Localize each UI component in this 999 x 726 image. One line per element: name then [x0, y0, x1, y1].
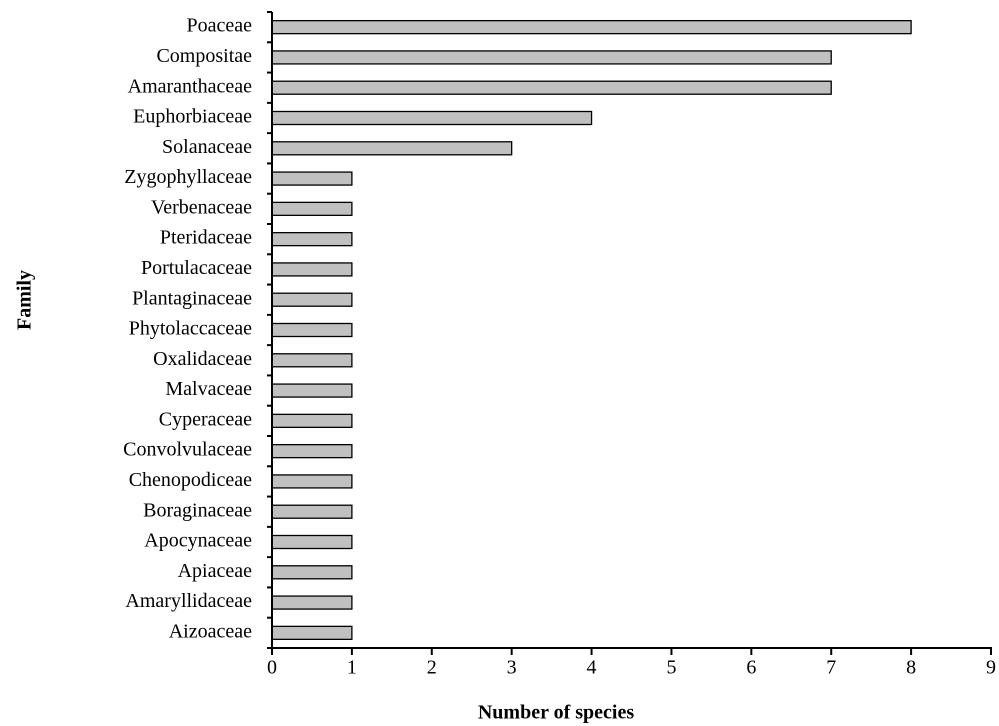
y-tick-label: Oxalidaceae: [153, 348, 252, 370]
y-tick-label: Chenopodiceae: [129, 469, 252, 491]
y-tick-label: Apocynaceae: [144, 530, 252, 552]
x-axis-title: Number of species: [478, 702, 634, 724]
y-tick-label: Poaceae: [186, 15, 252, 37]
bar: [271, 80, 832, 95]
bar: [271, 565, 353, 580]
x-tick-label: 4: [587, 657, 597, 679]
y-tick-label: Boraginaceae: [143, 499, 252, 521]
bar: [271, 110, 593, 126]
bar: [271, 201, 353, 217]
y-tick-label: Solanaceae: [162, 136, 252, 158]
bar: [271, 413, 353, 429]
bar: [271, 19, 912, 35]
x-tick-label: 5: [666, 657, 676, 679]
y-tick-label: Convolvulaceae: [123, 439, 252, 461]
x-tick-label: 0: [267, 657, 277, 679]
y-tick-label: Portulacaceae: [141, 257, 252, 279]
bar: [271, 504, 353, 519]
y-tick-label: Compositae: [156, 45, 252, 67]
x-tick-label: 9: [986, 657, 996, 679]
y-tick-label: Amaryllidaceae: [125, 590, 252, 612]
y-tick-label: Cyperaceae: [159, 408, 252, 430]
bar: [271, 595, 353, 610]
y-tick-label: Phytolaccaceae: [129, 318, 252, 340]
y-tick-label: Amaranthaceae: [128, 75, 252, 97]
bar: [271, 262, 353, 277]
y-tick-label: Plantaginaceae: [132, 287, 252, 309]
y-tick-label: Apiaceae: [178, 560, 253, 582]
y-tick-label: Zygophyllaceae: [124, 166, 252, 188]
y-tick-label: Euphorbiaceae: [133, 106, 252, 128]
bar: [271, 625, 353, 641]
bar: [271, 171, 353, 186]
x-tick-label: 2: [427, 657, 437, 679]
y-tick-label: Aizoaceae: [169, 620, 252, 642]
bar: [271, 474, 353, 489]
y-tick-label: Pteridaceae: [160, 227, 252, 249]
x-tick-label: 3: [507, 657, 517, 679]
bar: [271, 50, 832, 65]
y-axis-title: Family: [14, 270, 36, 330]
bar: [271, 353, 353, 368]
bar: [271, 231, 353, 247]
y-tick-label: Verbenaceae: [151, 196, 252, 218]
x-tick-label: 1: [347, 657, 357, 679]
bar: [271, 383, 353, 398]
x-tick-label: 7: [826, 657, 836, 679]
bar: [271, 141, 513, 156]
x-tick-label: 6: [746, 657, 756, 679]
x-tick-label: 8: [906, 657, 916, 679]
y-tick-label: Malvaceae: [165, 378, 252, 400]
bar: [271, 292, 353, 307]
bar: [271, 534, 353, 550]
bar: [271, 322, 353, 338]
bar: [271, 443, 353, 459]
